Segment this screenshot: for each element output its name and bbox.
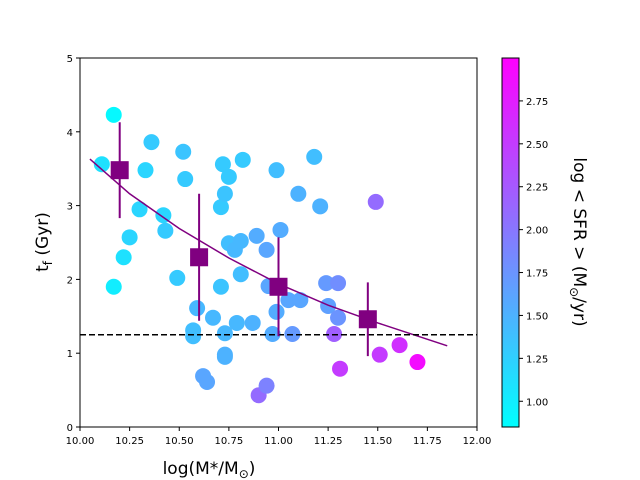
scatter-point [199,373,216,390]
colorbar-label: log < SFR > (M⊙/yr) [567,157,589,326]
scatter-point [169,269,186,286]
scatter-point [228,314,245,331]
x-tick-label: 10.75 [215,436,244,447]
plot-area [80,106,477,404]
colorbar-label-sub: ⊙ [567,287,581,297]
x-tick-label: 12.00 [463,436,492,447]
colorbar [501,57,520,428]
x-axis-label: log(M*/M⊙) [163,459,256,480]
scatter-point [391,337,408,354]
colorbar-label-end: /yr) [569,297,589,326]
y-tick-label: 0 [67,423,73,434]
y-tick-label: 1 [67,349,73,360]
colorbar-tick-label: 2.50 [526,140,548,151]
scatter-point [330,309,347,326]
scatter-point [185,328,202,345]
y-tick-label: 4 [67,128,73,139]
scatter-point [409,354,426,371]
colorbar-tick-label: 1.50 [526,311,548,322]
colorbar-tick-label: 2.00 [526,226,548,237]
scatter-point [280,292,297,309]
scatter-point [258,377,275,394]
scatter-point [292,292,309,309]
scatter-point [189,300,206,317]
scatter-point [216,348,233,365]
colorbar-tick-label: 2.75 [526,97,548,108]
x-tick-label: 11.75 [413,436,442,447]
y-label-text: t [33,265,53,272]
scatter-point [312,198,329,215]
scatter-point [131,201,148,218]
scatter-point [330,275,347,292]
scatter-point [212,278,229,295]
scatter-point [155,207,172,224]
scatter-point [290,185,307,202]
scatter-point [212,199,229,216]
scatter-point [214,156,231,173]
x-tick-label: 11.00 [264,436,293,447]
colorbar-tick-label: 1.25 [526,354,548,365]
x-tick-label: 10.50 [165,436,194,447]
y-axis-label: tf (Gyr) [33,212,55,272]
scatter-point [258,241,275,258]
scatter-point [244,314,261,331]
scatter-point [248,227,265,244]
x-label-sub: ⊙ [239,467,249,480]
scatter-point [232,266,249,283]
y-tick-label: 3 [67,202,73,213]
binned-marker [110,161,129,180]
scatter-point [371,346,388,363]
scatter-point [268,162,285,179]
scatter-point [177,171,194,188]
y-label-sub: f [41,260,55,265]
y-tick-label: 2 [67,275,73,286]
scatter-point [272,221,289,238]
scatter-point [115,249,132,266]
scatter-point [306,148,323,165]
colorbar-tick-label: 1.75 [526,269,548,280]
x-tick-label: 11.50 [363,436,392,447]
scatter-point [105,278,122,295]
scatter-point [143,134,160,151]
scatter-point [332,360,349,377]
scatter-point [318,275,335,292]
scatter-point [121,229,138,246]
scatter-point [216,185,233,202]
scatter-point [234,151,251,168]
binned-marker [269,277,288,296]
scatter-point [232,233,249,250]
scatter-point [220,168,237,185]
binned-marker [358,310,377,329]
scatter-point [216,325,233,342]
x-label-text: log(M*/M [163,459,239,479]
colorbar-tick-label: 1.00 [526,397,548,408]
scatter-point [157,222,174,239]
scatter-point [93,156,110,173]
x-tick-label: 10.00 [66,436,95,447]
scatter-point [105,106,122,123]
scatter-point [268,303,285,320]
x-tick-label: 10.25 [115,436,144,447]
scatter-point [367,193,384,210]
y-label-end: (Gyr) [33,212,53,261]
scatter-point [137,162,154,179]
y-tick-label: 5 [67,54,73,65]
colorbar-tick-label: 2.25 [526,183,548,194]
binned-marker [190,248,209,267]
x-tick-label: 11.25 [314,436,343,447]
scatter-point [204,309,221,326]
scatter-point [175,143,192,160]
x-label-end: ) [249,459,256,479]
colorbar-label-text: log < SFR > (M [569,157,589,287]
